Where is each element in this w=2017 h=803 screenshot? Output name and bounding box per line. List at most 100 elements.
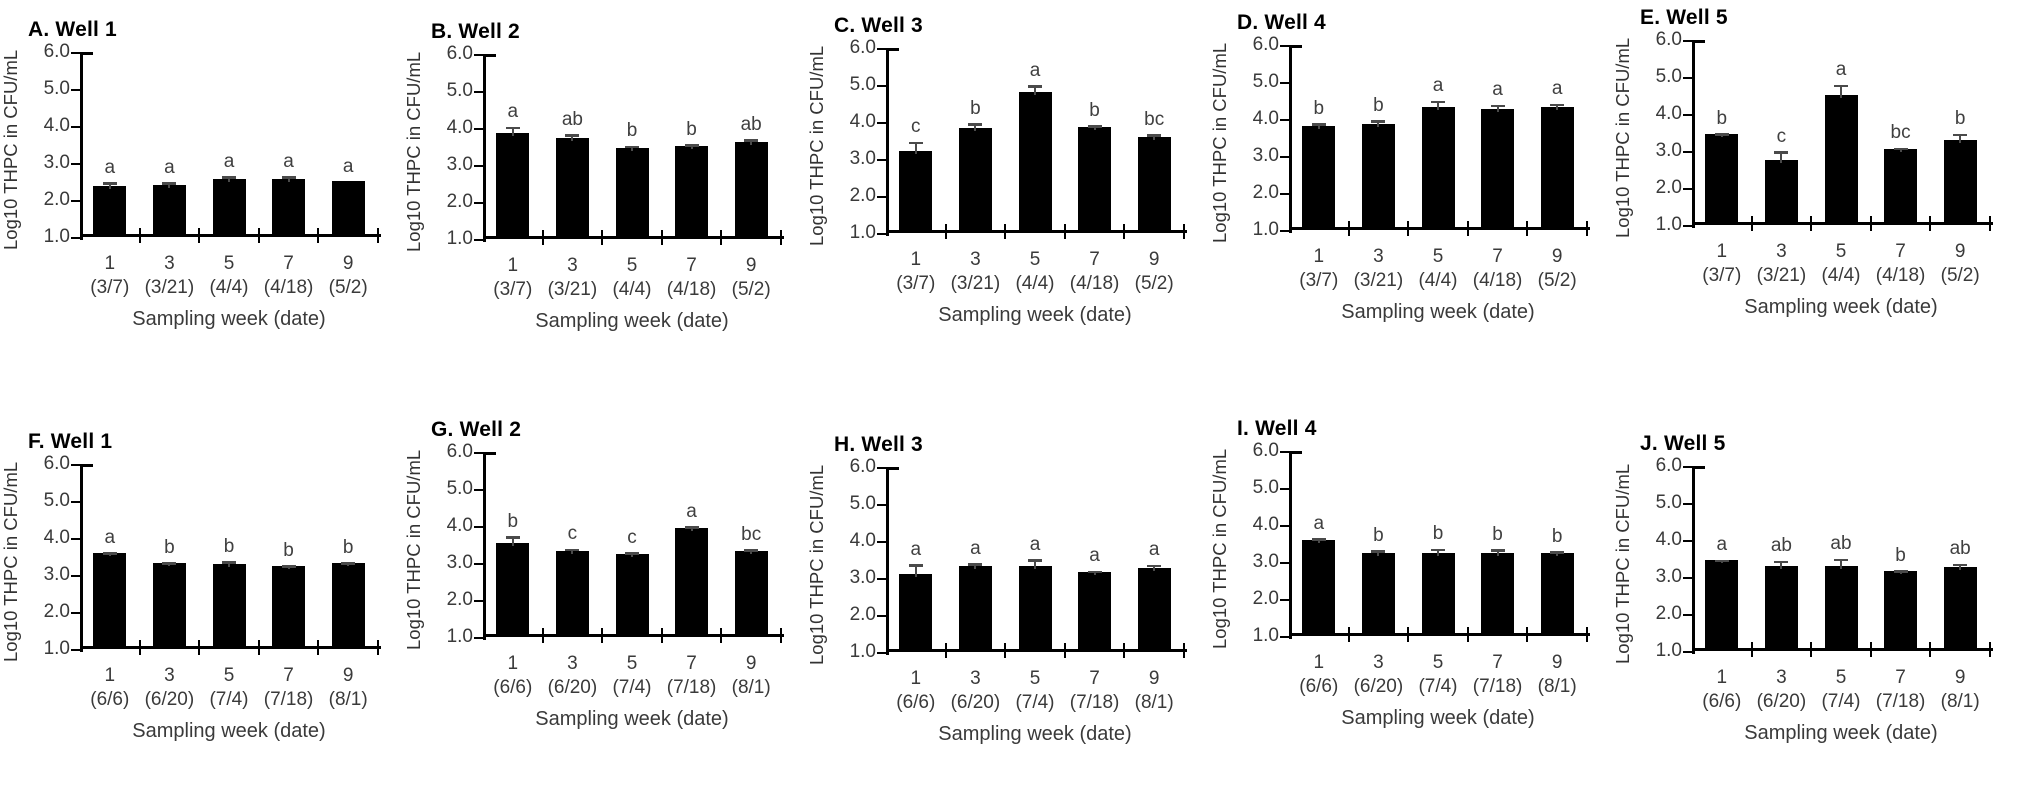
- x-tick-mark: [660, 628, 663, 643]
- y-axis-line: [1289, 451, 1292, 639]
- week-label: 3: [1373, 246, 1384, 267]
- x-tick-mark: [198, 228, 201, 243]
- date-label: (6/20): [1756, 691, 1807, 712]
- x-axis-title: Sampling week (date): [535, 310, 729, 332]
- error-bar-cap: [1550, 551, 1565, 554]
- significance-letter: ab: [1770, 535, 1792, 557]
- significance-letter: a: [104, 156, 116, 178]
- y-tick-labels: 6.0 5.0 4.0 3.0 2.0 1.0: [826, 456, 876, 662]
- significance-letter: c: [627, 526, 637, 548]
- significance-letter: ab: [1830, 533, 1852, 555]
- y-tick-label: 5.0: [849, 493, 876, 514]
- significance-letter: a: [1716, 534, 1728, 556]
- y-tick-labels: 6.0 5.0 4.0 3.0 2.0 1.0: [20, 41, 70, 247]
- y-axis-top-tick: [83, 52, 93, 55]
- y-tick-mark: [1683, 503, 1692, 505]
- y-tick-mark: [71, 649, 80, 651]
- error-bar-cap: [1087, 570, 1102, 574]
- y-tick-label: 3.0: [1252, 145, 1279, 166]
- y-tick-mark: [877, 233, 886, 235]
- x-tick-mark: [1347, 221, 1350, 236]
- y-tick-mark: [71, 575, 80, 577]
- error-bar-stem: [1153, 135, 1156, 140]
- y-tick-label: 5.0: [1252, 71, 1279, 92]
- week-label: 1: [104, 253, 116, 274]
- significance-letter: a: [1089, 545, 1100, 567]
- date-label: (3/7): [90, 277, 130, 298]
- error-bar-stem: [1780, 152, 1783, 164]
- y-tick-mark: [877, 122, 886, 124]
- week-label: 7: [1089, 668, 1100, 689]
- panel-title: F. Well 1: [28, 430, 113, 453]
- x-axis-title: Sampling week (date): [1341, 301, 1535, 323]
- error-bar-stem: [571, 550, 574, 554]
- significance-letter: a: [970, 537, 981, 559]
- date-label: (4/18): [1875, 265, 1926, 286]
- week-label: 9: [1148, 249, 1160, 270]
- y-tick-label: 1.0: [1252, 625, 1279, 646]
- bar: [1764, 160, 1798, 223]
- x-category-labels: 1 3 5 7 9: [80, 665, 378, 687]
- y-tick-label: 3.0: [1252, 551, 1279, 572]
- x-tick-mark: [601, 628, 604, 643]
- bar: [1705, 560, 1739, 649]
- error-bar-cap: [565, 134, 580, 137]
- y-axis-title: Log10 THPC in CFU/mL: [1209, 42, 1230, 243]
- date-label: (8/1): [1537, 676, 1577, 697]
- x-tick-mark: [317, 228, 320, 243]
- significance-letter: bc: [1890, 122, 1911, 144]
- error-bar-cap: [1028, 85, 1042, 88]
- week-label: 9: [1148, 668, 1160, 689]
- y-tick-mark: [71, 612, 80, 614]
- y-tick-label: 6.0: [1252, 440, 1279, 461]
- y-axis-line: [1692, 466, 1695, 654]
- error-bar-stem: [1780, 562, 1783, 569]
- y-axis-top-tick: [486, 54, 496, 57]
- x-tick-mark: [541, 628, 544, 643]
- y-tick-labels: 6.0 5.0 4.0 3.0 2.0 1.0: [20, 453, 70, 659]
- y-tick-mark: [1280, 525, 1289, 527]
- week-label: 5: [1432, 246, 1444, 267]
- date-label: (7/4): [1821, 691, 1861, 712]
- significance-letter: b: [164, 536, 175, 558]
- y-tick-label: 1.0: [446, 626, 473, 647]
- y-axis-top-tick: [889, 467, 899, 470]
- error-bar-cap: [1431, 548, 1445, 552]
- panel-title: A. Well 1: [28, 18, 117, 41]
- x-tick-mark: [257, 640, 260, 655]
- y-tick-label: 3.0: [1655, 140, 1682, 161]
- y-tick-label: 1.0: [849, 641, 876, 662]
- x-tick-mark: [1466, 627, 1469, 642]
- error-bar-cap: [162, 562, 177, 565]
- chart-body: Log10 THPC in CFU/mL 6.0 5.0 4.0 3.0 2.0 1.0 a a…: [806, 456, 1209, 665]
- significance-letter: ab: [1949, 538, 1971, 560]
- x-tick-mark: [1183, 224, 1185, 239]
- bar: [93, 552, 127, 647]
- x-category-labels: 1 3 5 7 9: [483, 653, 781, 675]
- error-bar-stem: [1556, 105, 1559, 111]
- error-bar-stem: [974, 564, 977, 569]
- error-bar-stem: [1377, 121, 1380, 127]
- bar: [734, 550, 768, 635]
- x-date-labels: (6/6) (6/20) (7/4) (7/18) (8/1): [80, 689, 378, 711]
- week-label: 5: [626, 653, 638, 674]
- y-axis-title: Log10 THPC in CFU/mL: [403, 51, 424, 252]
- y-tick-label: 4.0: [1655, 103, 1682, 124]
- y-tick-mark: [877, 504, 886, 506]
- date-label: (7/4): [1015, 692, 1055, 713]
- y-tick-labels: 6.0 5.0 4.0 3.0 2.0 1.0: [1229, 440, 1279, 646]
- date-label: (3/7): [493, 279, 533, 300]
- y-tick-label: 2.0: [1655, 603, 1682, 624]
- error-bar-stem: [168, 183, 171, 188]
- week-label: 3: [1776, 241, 1787, 262]
- x-tick-mark: [1004, 224, 1007, 239]
- x-axis-line: [1692, 222, 1993, 225]
- bar: [331, 181, 365, 235]
- y-tick-label: 2.0: [43, 601, 70, 622]
- panel-title: C. Well 3: [834, 14, 923, 37]
- bar: [1421, 107, 1455, 228]
- error-bar-cap: [281, 565, 296, 568]
- week-label: 3: [970, 668, 981, 689]
